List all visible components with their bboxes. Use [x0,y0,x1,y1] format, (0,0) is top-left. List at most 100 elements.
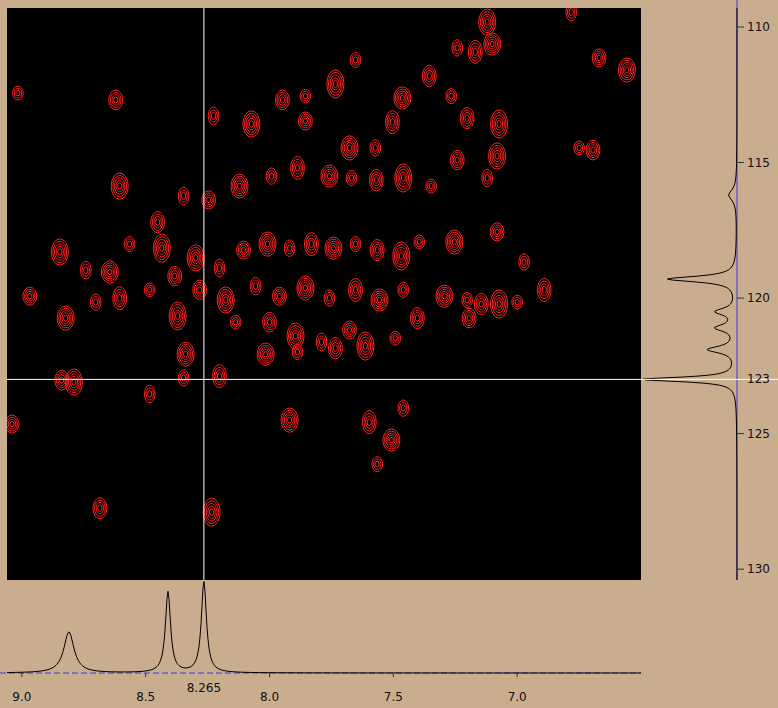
contour-level [67,372,81,393]
peak [490,223,504,241]
contour-level [93,498,107,519]
contour-level [494,115,505,133]
contour-level [109,90,123,110]
contour-level [219,289,233,310]
contour-level [449,235,460,250]
contour-level [489,143,506,169]
contour-level [446,89,457,104]
contour-level [465,297,469,303]
contour-level [424,68,435,84]
peak [398,400,409,416]
peak [491,110,508,138]
contour-level [60,377,64,383]
contour-level [346,143,353,154]
contour-level [118,295,122,302]
peak [512,295,523,309]
contour-level [208,107,219,125]
peak [386,111,400,134]
contour-level [250,277,261,295]
contour-level [522,259,526,265]
contour-level [591,147,595,153]
peak [462,293,473,308]
contour-level [153,234,170,262]
peak [468,40,482,63]
contour-level [319,339,323,346]
contour-level [300,281,311,296]
peak [489,143,506,169]
peak [178,187,189,205]
contour-level [308,238,315,250]
contour-level [417,239,421,244]
contour-level [60,311,71,326]
peak [151,212,165,233]
contour-level [303,118,307,123]
peak [484,33,501,55]
peak [257,343,274,365]
contour-level [392,333,399,343]
contour-level [592,49,606,67]
contour-level [240,245,247,255]
contour-level [332,78,339,90]
contour-level [343,138,357,158]
contour-level [302,91,309,101]
contour-level [236,181,243,192]
contour-level [595,53,602,63]
peak [243,111,260,137]
peak [482,169,493,187]
contour-level [346,171,357,186]
peak [230,315,241,329]
contour-level [295,164,299,171]
contour-level [367,419,371,426]
contour-level [194,255,198,261]
peak [65,369,82,395]
contour-level [64,315,68,321]
peak [411,308,425,329]
contour-level [238,243,249,257]
contour-level [374,177,378,183]
contour-level [305,233,319,256]
contour-level [452,40,463,56]
peak [592,49,606,67]
contour-level [332,343,339,354]
contour-level [269,173,273,179]
contour-level [254,283,258,290]
peak [349,278,363,301]
contour-level [490,223,504,241]
contour-level [352,239,359,250]
peak [113,287,127,310]
contour-level [493,227,500,237]
contour-level [519,254,530,270]
contour-level [266,317,273,328]
contour-level [490,41,494,46]
contour-level [180,372,187,383]
contour-level [184,351,188,357]
contour-level [357,332,374,360]
contour-level [389,116,396,128]
contour-level [411,308,425,329]
contour-level [261,234,275,254]
peak [574,141,585,155]
contour-level [400,285,407,296]
contour-level [7,417,17,431]
contour-level [57,306,74,330]
contour-level [386,111,400,134]
peak [452,40,463,56]
contour-level [327,70,344,98]
peak [281,408,298,432]
contour-level [479,9,496,35]
contour-level [480,12,494,33]
contour-level [252,280,259,292]
contour-level [449,93,453,99]
crosshair-x-label: 8.265 [187,681,221,695]
peak [231,174,248,198]
peak [618,58,635,82]
contour-level [495,229,499,234]
contour-level [294,347,301,358]
contour-level [398,169,409,187]
y-tick [737,26,744,27]
contour-level [103,263,117,281]
peak [422,65,436,86]
contour-level [350,281,361,299]
contour-level [398,282,409,297]
peak [297,276,314,300]
